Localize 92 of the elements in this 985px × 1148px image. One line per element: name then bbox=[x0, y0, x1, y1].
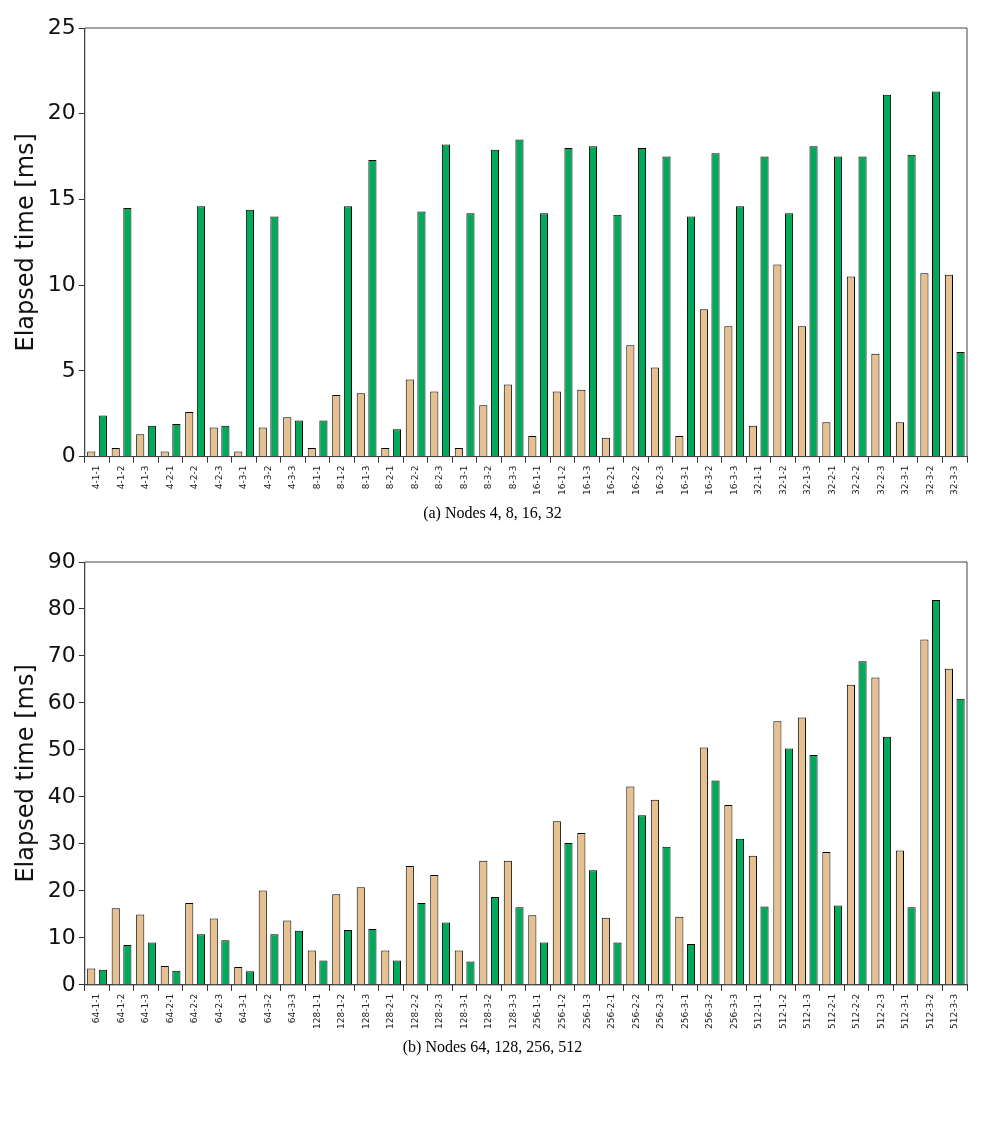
x-tick-label: 16-3-2 bbox=[704, 465, 715, 496]
x-tick-label: 4-3-2 bbox=[262, 465, 273, 490]
text: (a) Nodes 4, 8, 16, 32 bbox=[422, 504, 563, 522]
y-axis-title: Elapsed time [ms] bbox=[10, 133, 39, 352]
y-tick-label: 10 bbox=[47, 270, 76, 296]
x-tick-label: 8-2-3 bbox=[434, 465, 445, 490]
x-tick-label: 4-2-1 bbox=[164, 465, 175, 490]
x-tick-label: 4-2-3 bbox=[213, 465, 224, 490]
x-tick-label: 128-3-1 bbox=[458, 993, 469, 1030]
x-tick-label: 64-3-3 bbox=[287, 993, 298, 1024]
text: (b) Nodes 64, 128, 256, 512 bbox=[401, 1038, 584, 1056]
x-tick-label: 256-3-3 bbox=[728, 993, 739, 1030]
y-tick-label: 20 bbox=[47, 876, 76, 902]
y-tick-label: 30 bbox=[47, 829, 76, 855]
y-tick-label: 50 bbox=[47, 735, 76, 761]
x-tick-label: 512-1-2 bbox=[777, 993, 788, 1030]
x-tick-label: 16-1-1 bbox=[532, 465, 543, 496]
x-tick-label: 16-1-3 bbox=[581, 465, 592, 496]
y-tick-label: 0 bbox=[61, 970, 76, 996]
y-tick-label: 0 bbox=[61, 442, 76, 468]
x-tick-label: 16-2-1 bbox=[606, 465, 617, 496]
x-tick-label: 64-3-1 bbox=[238, 993, 249, 1024]
x-tick-label: 32-3-3 bbox=[949, 465, 960, 496]
x-tick-label: 32-2-1 bbox=[826, 465, 837, 496]
x-tick-label: 512-3-1 bbox=[900, 993, 911, 1030]
y-tick-label: 40 bbox=[47, 782, 76, 808]
x-tick-label: 64-2-1 bbox=[164, 993, 175, 1024]
y-tick-label: 20 bbox=[47, 99, 76, 125]
x-tick-label: 16-2-3 bbox=[655, 465, 666, 496]
x-tick-label: 256-1-2 bbox=[557, 993, 567, 1030]
x-tick-label: 64-1-3 bbox=[140, 993, 151, 1024]
x-tick-label: 128-1-1 bbox=[311, 993, 322, 1030]
x-tick-label: 128-3-2 bbox=[483, 993, 494, 1030]
x-tick-label: 128-2-3 bbox=[434, 993, 445, 1030]
x-tick-label: 32-2-2 bbox=[851, 465, 862, 496]
x-tick-label: 8-1-3 bbox=[360, 465, 371, 490]
x-tick-label: 64-2-3 bbox=[213, 993, 224, 1024]
x-tick-label: 4-3-1 bbox=[238, 465, 249, 490]
x-tick-label: 4-1-1 bbox=[91, 465, 102, 490]
x-tick-label: 256-1-1 bbox=[532, 993, 543, 1030]
x-tick-label: 8-2-2 bbox=[409, 465, 420, 490]
x-tick-label: 16-3-1 bbox=[679, 465, 690, 496]
y-tick-label: 5 bbox=[61, 356, 76, 382]
x-tick-label: 16-1-2 bbox=[557, 465, 567, 496]
x-tick-label: 32-1-3 bbox=[802, 465, 813, 496]
x-tick-label: 128-2-2 bbox=[409, 993, 420, 1030]
x-tick-label: 32-3-2 bbox=[924, 465, 935, 496]
y-axis-title: Elapsed time [ms] bbox=[10, 664, 39, 883]
y-tick-label: 70 bbox=[47, 641, 76, 667]
y-tick-label: 15 bbox=[47, 185, 76, 211]
y-tick-label: 60 bbox=[47, 688, 76, 714]
y-tick-label: 10 bbox=[47, 923, 76, 949]
x-tick-label: 512-2-2 bbox=[851, 993, 862, 1030]
x-tick-label: 256-2-3 bbox=[655, 993, 666, 1030]
x-tick-label: 4-3-3 bbox=[287, 465, 298, 490]
x-tick-label: 128-2-1 bbox=[385, 993, 396, 1030]
x-tick-label: 256-3-2 bbox=[704, 993, 715, 1030]
x-tick-label: 64-1-2 bbox=[115, 993, 126, 1024]
x-tick-label: 512-1-1 bbox=[753, 993, 764, 1030]
x-tick-label: 32-2-3 bbox=[875, 465, 886, 496]
x-tick-label: 32-1-2 bbox=[777, 465, 788, 496]
x-tick-label: 8-1-2 bbox=[336, 465, 347, 490]
x-tick-label: 128-1-2 bbox=[336, 993, 347, 1030]
x-tick-label: 256-2-1 bbox=[606, 993, 617, 1030]
x-tick-label: 8-3-1 bbox=[458, 465, 469, 490]
x-tick-label: 32-3-1 bbox=[900, 465, 911, 496]
x-tick-label: 512-1-3 bbox=[802, 993, 813, 1030]
x-tick-label: 8-3-2 bbox=[483, 465, 494, 490]
x-tick-label: 64-2-2 bbox=[189, 993, 200, 1024]
x-tick-label: 8-3-3 bbox=[507, 465, 518, 490]
x-tick-label: 256-1-3 bbox=[581, 993, 592, 1030]
x-tick-label: 512-2-1 bbox=[826, 993, 837, 1030]
x-tick-label: 16-2-2 bbox=[630, 465, 641, 496]
y-tick-label: 80 bbox=[47, 594, 76, 620]
x-tick-label: 64-3-2 bbox=[262, 993, 273, 1024]
y-tick-label: 25 bbox=[47, 13, 76, 39]
x-tick-label: 512-3-3 bbox=[949, 993, 960, 1030]
x-tick-label: 8-1-1 bbox=[311, 465, 322, 490]
x-tick-label: 512-3-2 bbox=[924, 993, 935, 1030]
x-tick-label: 64-1-1 bbox=[91, 993, 102, 1024]
x-tick-label: 256-2-2 bbox=[630, 993, 641, 1030]
y-tick-label: 90 bbox=[47, 547, 76, 573]
x-tick-label: 128-3-3 bbox=[507, 993, 518, 1030]
x-tick-label: 4-2-2 bbox=[189, 465, 200, 490]
x-tick-label: 256-3-1 bbox=[679, 993, 690, 1030]
x-tick-label: 4-1-3 bbox=[140, 465, 151, 490]
x-tick-label: 8-2-1 bbox=[385, 465, 396, 490]
x-tick-label: 4-1-2 bbox=[115, 465, 126, 490]
x-tick-label: 32-1-1 bbox=[753, 465, 764, 496]
x-tick-label: 16-3-3 bbox=[728, 465, 739, 496]
x-tick-label: 512-2-3 bbox=[875, 993, 886, 1030]
x-tick-label: 128-1-3 bbox=[360, 993, 371, 1030]
